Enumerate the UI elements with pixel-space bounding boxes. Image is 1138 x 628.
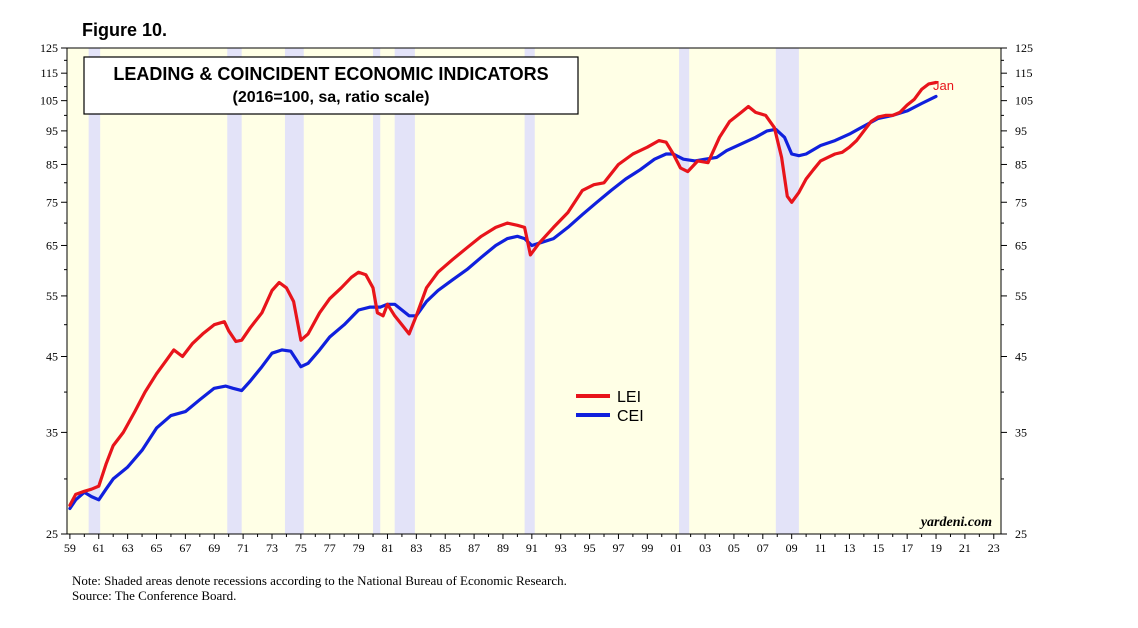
y-tick-label-left: 115 — [40, 66, 58, 80]
x-tick-label: 81 — [381, 541, 393, 555]
plot-frame — [66, 47, 1002, 535]
x-tick-label: 01 — [670, 541, 682, 555]
x-tick-label: 99 — [641, 541, 653, 555]
x-tick-label: 21 — [959, 541, 971, 555]
recession-bands — [88, 48, 799, 534]
y-tick-label-right: 25 — [1015, 527, 1027, 541]
x-tick-label: 79 — [353, 541, 365, 555]
y-tick-label-left: 55 — [46, 289, 58, 303]
x-tick-label: 89 — [497, 541, 509, 555]
x-tick-label: 03 — [699, 541, 711, 555]
x-tick-label: 17 — [901, 541, 913, 555]
y-tick-label-left: 65 — [46, 238, 58, 252]
x-tick-label: 05 — [728, 541, 740, 555]
x-tick-label: 73 — [266, 541, 278, 555]
x-tick-label: 97 — [612, 541, 624, 555]
axis-ticks: 25 25 35 35 45 45 55 55 65 65 75 75 85 85 95 95 105 105 11… — [40, 41, 1033, 555]
x-tick-label: 09 — [786, 541, 798, 555]
figure-label: Figure 10. — [82, 20, 168, 40]
y-tick-label-right: 115 — [1015, 66, 1033, 80]
x-tick-label: 59 — [64, 541, 76, 555]
recession-band — [775, 48, 799, 534]
x-tick-label: 07 — [757, 541, 769, 555]
recession-band — [284, 48, 304, 534]
x-tick-label: 63 — [122, 541, 134, 555]
chart-title: LEADING & COINCIDENT ECONOMIC INDICATORS — [113, 64, 548, 84]
y-tick-label-left: 75 — [46, 195, 58, 209]
recession-band — [373, 48, 381, 534]
y-tick-label-left: 45 — [46, 350, 58, 364]
recession-band — [524, 48, 535, 534]
x-tick-label: 23 — [988, 541, 1000, 555]
x-tick-label: 93 — [555, 541, 567, 555]
x-tick-label: 15 — [872, 541, 884, 555]
y-tick-label-left: 25 — [46, 527, 58, 541]
x-tick-label: 77 — [324, 541, 336, 555]
y-tick-label-right: 35 — [1015, 425, 1027, 439]
data-series — [68, 80, 938, 511]
chart-notes: Note: Shaded areas denote recessions acc… — [72, 573, 567, 603]
recession-band — [88, 48, 101, 534]
y-tick-label-right: 125 — [1015, 41, 1033, 55]
end-annotation: Jan — [933, 78, 954, 93]
x-tick-label: 65 — [151, 541, 163, 555]
y-tick-label-right: 55 — [1015, 289, 1027, 303]
y-tick-label-right: 95 — [1015, 124, 1027, 138]
x-tick-label: 13 — [843, 541, 855, 555]
y-tick-label-right: 65 — [1015, 238, 1027, 252]
y-tick-label-left: 35 — [46, 425, 58, 439]
x-tick-label: 71 — [237, 541, 249, 555]
x-tick-label: 87 — [468, 541, 480, 555]
y-tick-label-left: 85 — [46, 157, 58, 171]
x-tick-label: 19 — [930, 541, 942, 555]
recession-band — [394, 48, 415, 534]
legend-label-cei: CEI — [617, 408, 644, 425]
recession-band — [227, 48, 242, 534]
x-tick-label: 75 — [295, 541, 307, 555]
title-box: LEADING & COINCIDENT ECONOMIC INDICATORS… — [83, 56, 579, 115]
y-tick-label-left: 125 — [40, 41, 58, 55]
y-tick-label-right: 105 — [1015, 94, 1033, 108]
legend: LEI CEI — [576, 389, 644, 425]
x-tick-label: 85 — [439, 541, 451, 555]
x-tick-label: 67 — [179, 541, 191, 555]
source-credit: yardeni.com — [919, 515, 992, 530]
series-line-lei — [68, 80, 938, 507]
x-tick-label: 83 — [410, 541, 422, 555]
x-tick-label: 61 — [93, 541, 105, 555]
series-line-cei — [68, 94, 938, 511]
y-tick-label-right: 75 — [1015, 195, 1027, 209]
x-tick-label: 69 — [208, 541, 220, 555]
chart-subtitle: (2016=100, sa, ratio scale) — [232, 89, 429, 106]
x-tick-label: 91 — [526, 541, 538, 555]
y-tick-label-right: 45 — [1015, 350, 1027, 364]
y-tick-label-left: 95 — [46, 124, 58, 138]
x-tick-label: 95 — [584, 541, 596, 555]
y-tick-label-left: 105 — [40, 94, 58, 108]
x-tick-label: 11 — [815, 541, 827, 555]
source-text: Source: The Conference Board. — [72, 588, 237, 603]
y-tick-label-right: 85 — [1015, 157, 1027, 171]
note-text: Note: Shaded areas denote recessions acc… — [72, 573, 567, 588]
recession-band — [679, 48, 690, 534]
legend-label-lei: LEI — [617, 389, 641, 406]
